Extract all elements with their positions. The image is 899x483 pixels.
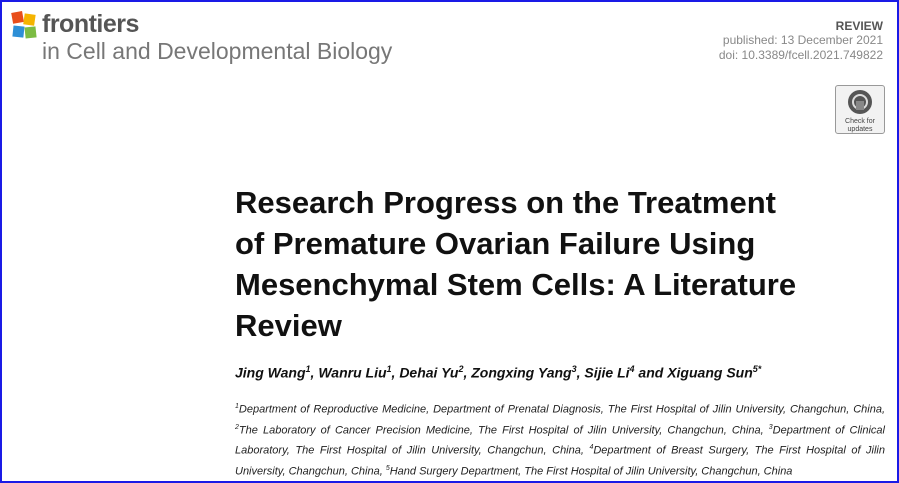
author-affil: 5* bbox=[752, 364, 762, 374]
author-name: Wanru Liu bbox=[318, 364, 387, 381]
journal-name: in Cell and Developmental Biology bbox=[42, 38, 393, 64]
author-affil: 1 bbox=[386, 364, 392, 374]
affiliation-text: Department of Reproductive Medicine, Dep… bbox=[238, 403, 885, 416]
badge-text: Check for bbox=[845, 118, 875, 125]
title: Research Progress on the Treatment of Pre… bbox=[235, 182, 796, 346]
title-line: Mesenchymal Stem Cells: A Literature bbox=[235, 267, 797, 302]
published: published: 13 December 2021 bbox=[722, 33, 883, 47]
author-separator: , bbox=[463, 364, 468, 381]
author-separator: , bbox=[391, 364, 396, 381]
article-type: REVIEW bbox=[835, 19, 883, 33]
doi: doi: 10.3389/fcell.2021.749822 bbox=[718, 48, 883, 62]
affiliation-number: 3 bbox=[768, 423, 773, 431]
affiliations: 1Department of Reproductive Medicine, De… bbox=[235, 398, 885, 481]
author-name: Sijie Li bbox=[584, 364, 630, 381]
author-affil: 2 bbox=[458, 364, 464, 374]
author-name: Dehai Yu bbox=[399, 364, 459, 381]
title-line: Review bbox=[235, 308, 342, 343]
check-updates-badge[interactable]: Check for updates bbox=[835, 85, 885, 134]
affiliation-text: The Laboratory of Cancer Precision Medic… bbox=[238, 424, 764, 437]
badge-icon bbox=[848, 90, 872, 114]
badge-text: updates bbox=[847, 126, 873, 133]
affiliation-number: 2 bbox=[235, 423, 239, 431]
affiliation-text: Hand Surgery Department, The First Hospi… bbox=[389, 465, 793, 478]
title-line: of Premature Ovarian Failure Using bbox=[235, 226, 756, 261]
title-line: Research Progress on the Treatment bbox=[235, 185, 776, 220]
affiliation-text: Department of Clinical Laboratory, The F… bbox=[235, 424, 885, 457]
logo bbox=[11, 11, 37, 39]
affiliation-number: 5 bbox=[385, 464, 390, 472]
author-affil: 3 bbox=[571, 364, 577, 374]
authors: Jing Wang1, Wanru Liu1, Dehai Yu2, Zongx… bbox=[235, 364, 761, 381]
brand: frontiers bbox=[42, 10, 139, 38]
affiliation-number: 1 bbox=[235, 403, 239, 410]
author-name: Xiguang Sun bbox=[667, 364, 753, 381]
author-separator: , bbox=[310, 364, 315, 381]
affiliation-text: Department of Breast Surgery, The First … bbox=[235, 444, 885, 478]
author-affil: 4 bbox=[629, 364, 635, 374]
author-affil: 1 bbox=[305, 364, 311, 374]
author-separator: , bbox=[576, 364, 581, 381]
affiliation-number: 4 bbox=[589, 444, 594, 452]
author-name: Jing Wang bbox=[235, 364, 306, 381]
author-name: Zongxing Yang bbox=[471, 364, 572, 381]
author-separator: and bbox=[638, 364, 664, 381]
